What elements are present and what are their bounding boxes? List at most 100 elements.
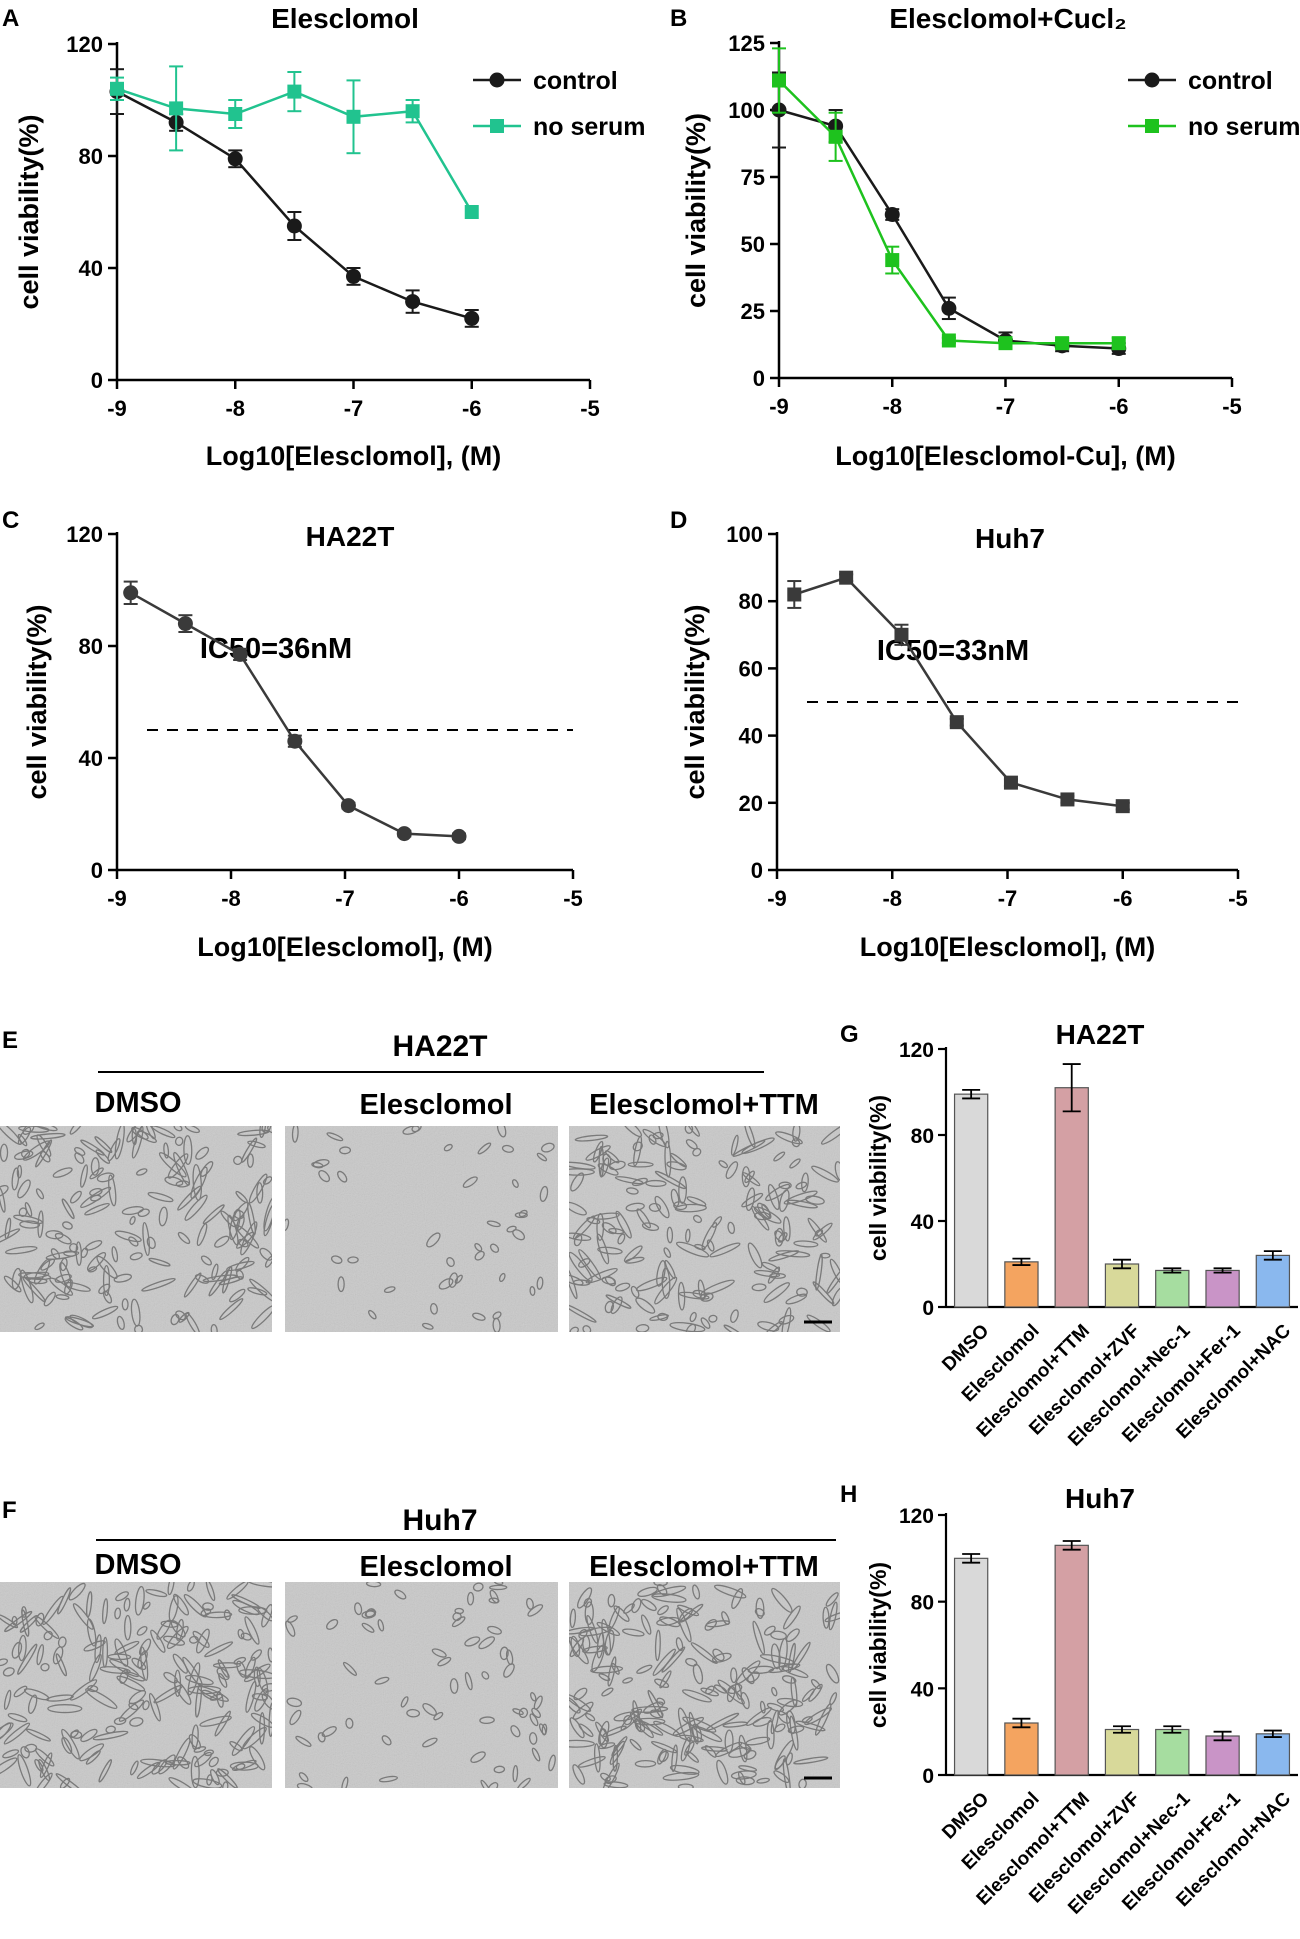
- micrograph-cell: [246, 1153, 254, 1168]
- chart-a-data-point: [405, 294, 421, 310]
- micrograph-cell: [438, 1278, 454, 1290]
- micrograph-cell: [677, 1783, 694, 1788]
- micrograph-cell: [126, 1126, 143, 1143]
- micrograph-cell: [337, 1276, 345, 1293]
- chart-b-data-point: [772, 73, 786, 88]
- micrograph-cell: [131, 1128, 138, 1146]
- chart-d-data-point: [1003, 775, 1018, 790]
- chart-a-title: Elesclomol: [271, 3, 419, 34]
- micrograph-cell: [548, 1754, 556, 1772]
- chart-b-legend-label: control: [1188, 67, 1273, 95]
- micrograph-cell: [208, 1270, 228, 1297]
- micrograph-cell: [231, 1726, 256, 1756]
- chart-a-data-point: [286, 218, 302, 234]
- micrograph-cell: [114, 1607, 122, 1620]
- micrograph-cell: [774, 1227, 784, 1247]
- panel-letter-d: D: [670, 507, 687, 534]
- micrograph-cell: [592, 1212, 620, 1220]
- chart-g-bar: [1004, 1261, 1039, 1308]
- micrograph-cell: [648, 1202, 662, 1212]
- micrograph-cell: [464, 1636, 481, 1647]
- micrograph-cell: [807, 1217, 828, 1243]
- micrograph-cell: [136, 1130, 157, 1144]
- micrograph-cell: [167, 1582, 175, 1596]
- micrograph-cell: [656, 1583, 668, 1596]
- micrograph-cell: [94, 1634, 102, 1664]
- micrograph-cell: [674, 1203, 707, 1213]
- panel-letter-b: B: [670, 5, 687, 32]
- micrograph-cell: [700, 1687, 720, 1697]
- micrograph-cell: [402, 1126, 420, 1135]
- micrograph-cell: [98, 1759, 113, 1783]
- chart-b-x-axis-label: Log10[Elesclomol-Cu], (M): [835, 441, 1176, 471]
- chart-h-bar: [1255, 1733, 1291, 1776]
- micrograph-cell: [2, 1749, 20, 1759]
- micrograph-cell: [131, 1126, 149, 1140]
- chart-h-bar: [1155, 1728, 1190, 1776]
- micrograph-cell: [602, 1725, 627, 1737]
- micrograph-cell: [701, 1222, 718, 1250]
- micrograph-cell: [783, 1190, 818, 1205]
- chart-d-y-tick-label: 0: [751, 858, 763, 883]
- micrograph-cell: [321, 1726, 337, 1738]
- micrograph-cell: [37, 1210, 44, 1238]
- micrograph-cell: [761, 1261, 780, 1273]
- micrograph-cell: [804, 1707, 833, 1726]
- micrograph-cell: [337, 1170, 348, 1183]
- micrograph-cell: [43, 1630, 53, 1641]
- chart-d-data-point: [839, 570, 854, 585]
- micrograph-cell: [263, 1203, 272, 1237]
- micrograph-cell: [368, 1309, 377, 1320]
- micrograph-cell: [631, 1706, 669, 1713]
- micrograph-cell: [27, 1694, 38, 1714]
- micrograph-cell: [443, 1143, 453, 1152]
- micrograph-cell: [569, 1739, 595, 1748]
- micrograph-cell: [193, 1746, 207, 1753]
- micrograph-cell: [210, 1769, 220, 1786]
- micrograph-cell: [641, 1222, 660, 1231]
- micrograph-cell: [712, 1216, 723, 1228]
- micrograph-cell: [184, 1126, 200, 1134]
- micrograph-cell: [19, 1220, 41, 1229]
- micrograph-cell: [168, 1595, 179, 1622]
- micrograph-cell: [130, 1760, 139, 1776]
- micrograph-cell: [623, 1603, 635, 1614]
- micrograph-cell: [342, 1661, 358, 1676]
- panel-f-label-elesclomol: Elesclomol: [359, 1551, 512, 1583]
- micrograph-cell: [4, 1217, 12, 1240]
- micrograph-cell: [34, 1615, 60, 1639]
- micrograph-cell: [795, 1181, 808, 1190]
- micrograph-cell: [156, 1619, 171, 1640]
- micrograph-cell: [35, 1139, 53, 1168]
- micrograph-cell: [52, 1167, 73, 1178]
- micrograph-cell: [745, 1187, 756, 1212]
- micrograph-cell: [102, 1290, 113, 1304]
- chart-h-bar: [1054, 1544, 1089, 1776]
- micrograph-cell: [80, 1728, 98, 1743]
- micrograph-cell: [785, 1293, 808, 1305]
- micrograph-cell: [503, 1663, 515, 1678]
- chart-d-x-tick-label: -9: [767, 886, 787, 911]
- micrograph-cell: [194, 1751, 213, 1768]
- micrograph-cell: [223, 1609, 231, 1621]
- micrograph-cell: [229, 1740, 243, 1752]
- chart-b-legend-marker: [1145, 119, 1159, 133]
- micrograph-cell: [753, 1269, 781, 1278]
- micrograph-cell: [569, 1696, 581, 1714]
- micrograph-cell: [652, 1131, 664, 1140]
- micrograph-cell: [115, 1591, 129, 1602]
- micrograph-cell: [569, 1303, 597, 1323]
- micrograph-cell: [98, 1283, 111, 1295]
- chart-g-y-tick-label: 40: [911, 1211, 934, 1234]
- micrograph-cell: [89, 1167, 104, 1180]
- micrograph-cell: [738, 1765, 758, 1772]
- micrograph-cell: [654, 1195, 670, 1219]
- chart-c-y-tick-label: 0: [91, 858, 103, 883]
- micrograph-cell: [190, 1755, 200, 1788]
- micrograph-cell: [268, 1702, 272, 1738]
- chart-c-series-line: [130, 591, 460, 838]
- chart-g-bar: [1255, 1254, 1291, 1308]
- micrograph-cell: [678, 1291, 710, 1300]
- micrograph-cell: [773, 1151, 786, 1162]
- chart-a-legend-marker: [490, 119, 504, 133]
